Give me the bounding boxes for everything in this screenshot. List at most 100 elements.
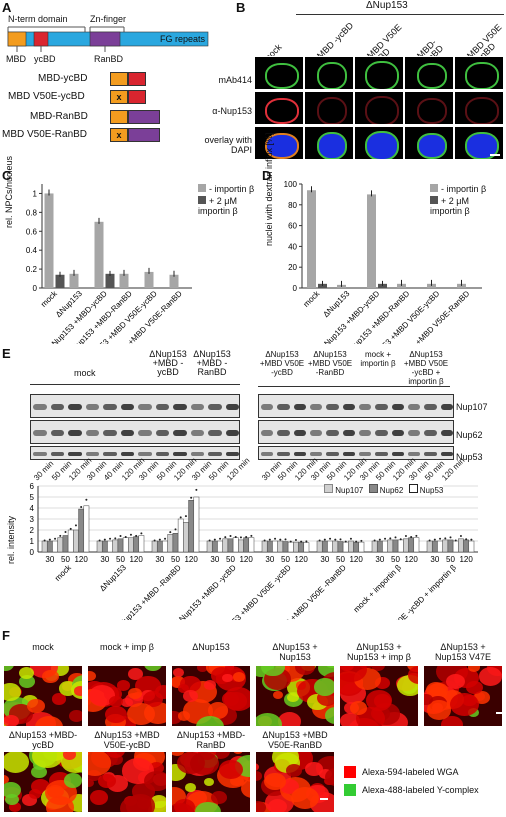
fluorescence-spot (278, 712, 302, 726)
fluorescence-spot (29, 789, 42, 799)
bar-minus-importin (427, 283, 436, 288)
bar-minus-importin (44, 193, 54, 288)
data-point (195, 488, 198, 491)
blot-band (342, 404, 355, 410)
time-tick-label: 120 (184, 555, 198, 564)
blot-band (261, 404, 274, 410)
time-tick-label: 50 (391, 555, 400, 564)
group-label: ΔNup153 +MBD -ycBD (174, 563, 239, 620)
blot-band (225, 404, 239, 410)
construct-v50e-ycbd-ycbd (128, 90, 146, 104)
e-group-mock: mock (74, 368, 96, 378)
blot-label-nup107: Nup107 (456, 402, 488, 412)
data-point (329, 537, 332, 540)
nucleus (265, 98, 299, 124)
panel-label-f: F (2, 628, 10, 643)
time-tick-label: 30 (210, 555, 219, 564)
data-point (284, 538, 287, 541)
data-point (224, 536, 227, 539)
fluorescence-spot (172, 676, 185, 688)
nucleus (417, 133, 447, 159)
e-group-line (258, 386, 306, 387)
bar-nup107 (261, 540, 268, 553)
construct-v50e-ranbd-ranbd (128, 128, 160, 142)
time-tick-label: 30 (45, 555, 54, 564)
bar-nup62 (243, 537, 250, 553)
fluorescence-spot (183, 690, 198, 702)
x-category-label: ΔNup153 (321, 289, 351, 319)
fluorescence-spot (178, 684, 190, 694)
data-point (124, 535, 127, 538)
nucleus (417, 63, 447, 89)
time-tick-label: 50 (116, 555, 125, 564)
bar-nup107 (293, 541, 299, 553)
legend-text: Nup107 (335, 486, 364, 495)
fg-repeats-label: FG repeats (160, 34, 206, 44)
fluorescence-spot (467, 666, 480, 672)
time-tick-label: 50 (171, 555, 180, 564)
mbd-box (7, 31, 27, 47)
data-point (153, 539, 156, 542)
blot-band (408, 430, 421, 436)
fluorescence-spot (154, 684, 166, 699)
e-group-line (354, 386, 402, 387)
blot-band (293, 430, 306, 436)
blot-band (190, 452, 204, 456)
bar-nup107 (128, 537, 134, 553)
blot-band (277, 430, 290, 436)
micrograph-r1-c0 (254, 91, 304, 125)
bar-nup107 (348, 540, 354, 553)
f-image-top-4 (340, 666, 418, 726)
row-label-anup153: α-Nup153 (212, 106, 252, 116)
bar-nup62 (266, 540, 273, 553)
blot-left-1 (30, 420, 240, 444)
fluorescence-spot (42, 669, 59, 683)
fluorescence-spot (116, 680, 131, 691)
data-point (135, 534, 138, 537)
blot-band (138, 452, 152, 456)
fluorescence-spot (230, 775, 244, 787)
nterm-domain-label: N-term domain (8, 14, 68, 24)
scale-bar (320, 798, 328, 800)
fluorescence-spot (4, 752, 30, 773)
dnup153-header: ΔNup153 (366, 0, 408, 11)
data-point (69, 527, 72, 530)
construct-mbd-ranbd-mbd (110, 110, 128, 124)
bar-nup107 (371, 540, 378, 553)
bar-nup107 (73, 529, 79, 553)
f-image-top-1 (88, 666, 166, 726)
data-point (394, 536, 397, 539)
y-tick-label: 80 (288, 201, 297, 210)
legend-swatch-red (344, 766, 356, 778)
fluorescence-spot (26, 698, 45, 714)
fluorescence-spot (4, 714, 19, 726)
construct-label-mbd-ycbd: MBD-ycBD (38, 73, 88, 84)
micrograph-r0-c4 (454, 56, 504, 90)
micrograph-r1-c3 (404, 91, 454, 125)
nucleus (365, 61, 399, 89)
scale-bar (490, 154, 500, 156)
blot-band (208, 404, 222, 410)
fluorescence-spot (106, 752, 126, 759)
fluorescence-spot (256, 712, 283, 726)
e-group-line (30, 384, 100, 385)
ranbd-box (89, 31, 121, 47)
bar-nup53 (107, 540, 113, 553)
fluorescence-spot (52, 693, 67, 705)
legend-swatch-dark (198, 196, 206, 204)
f-label-top-5: ΔNup153 + Nup153 V47E (434, 642, 492, 662)
y-tick-label: 3 (30, 515, 35, 524)
f-label-bottom-1: ΔNup153 +MBD V50E-ycBD (94, 730, 160, 750)
micrograph-r1-c2 (354, 91, 404, 125)
bar-nup62 (188, 500, 195, 553)
blot-band (261, 452, 274, 456)
bar-nup53 (52, 540, 58, 553)
time-tick-label: 50 (336, 555, 345, 564)
bar-nup62 (78, 508, 85, 553)
blot-band (173, 404, 187, 410)
time-tick-label: 30 (430, 555, 439, 564)
bar-nup62 (227, 538, 234, 553)
f-label-top-3: ΔNup153 + Nup153 (272, 642, 318, 662)
time-tick-label: 30 (375, 555, 384, 564)
